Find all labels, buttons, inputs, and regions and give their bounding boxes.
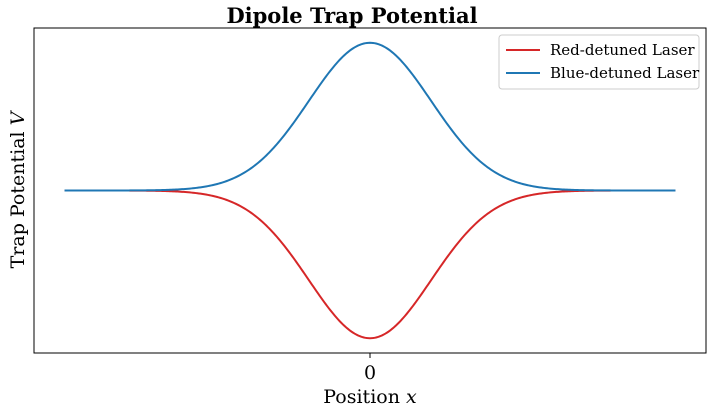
legend: Red-detuned Laser Blue-detuned Laser — [498, 34, 700, 90]
legend-label-blue-detuned: Blue-detuned Laser — [550, 64, 700, 82]
y-axis-label-var: V — [7, 109, 29, 125]
series-line-red-detuned — [64, 189, 676, 340]
y-axis-label-text: Trap Potential — [7, 125, 29, 268]
x-axis-label: Position x — [323, 386, 417, 408]
y-axis-label: Trap Potential V — [7, 109, 29, 268]
series-lines — [64, 41, 676, 340]
x-tick-label-0: 0 — [364, 362, 376, 384]
legend-label-red-detuned: Red-detuned Laser — [550, 41, 695, 59]
legend-box — [498, 34, 700, 90]
x-axis-ticks: 0 — [364, 353, 376, 384]
series-line-blue-detuned — [64, 41, 676, 192]
chart-title: Dipole Trap Potential — [226, 3, 477, 28]
x-axis-label-text: Position — [323, 386, 406, 408]
x-axis-label-var: x — [406, 386, 417, 408]
